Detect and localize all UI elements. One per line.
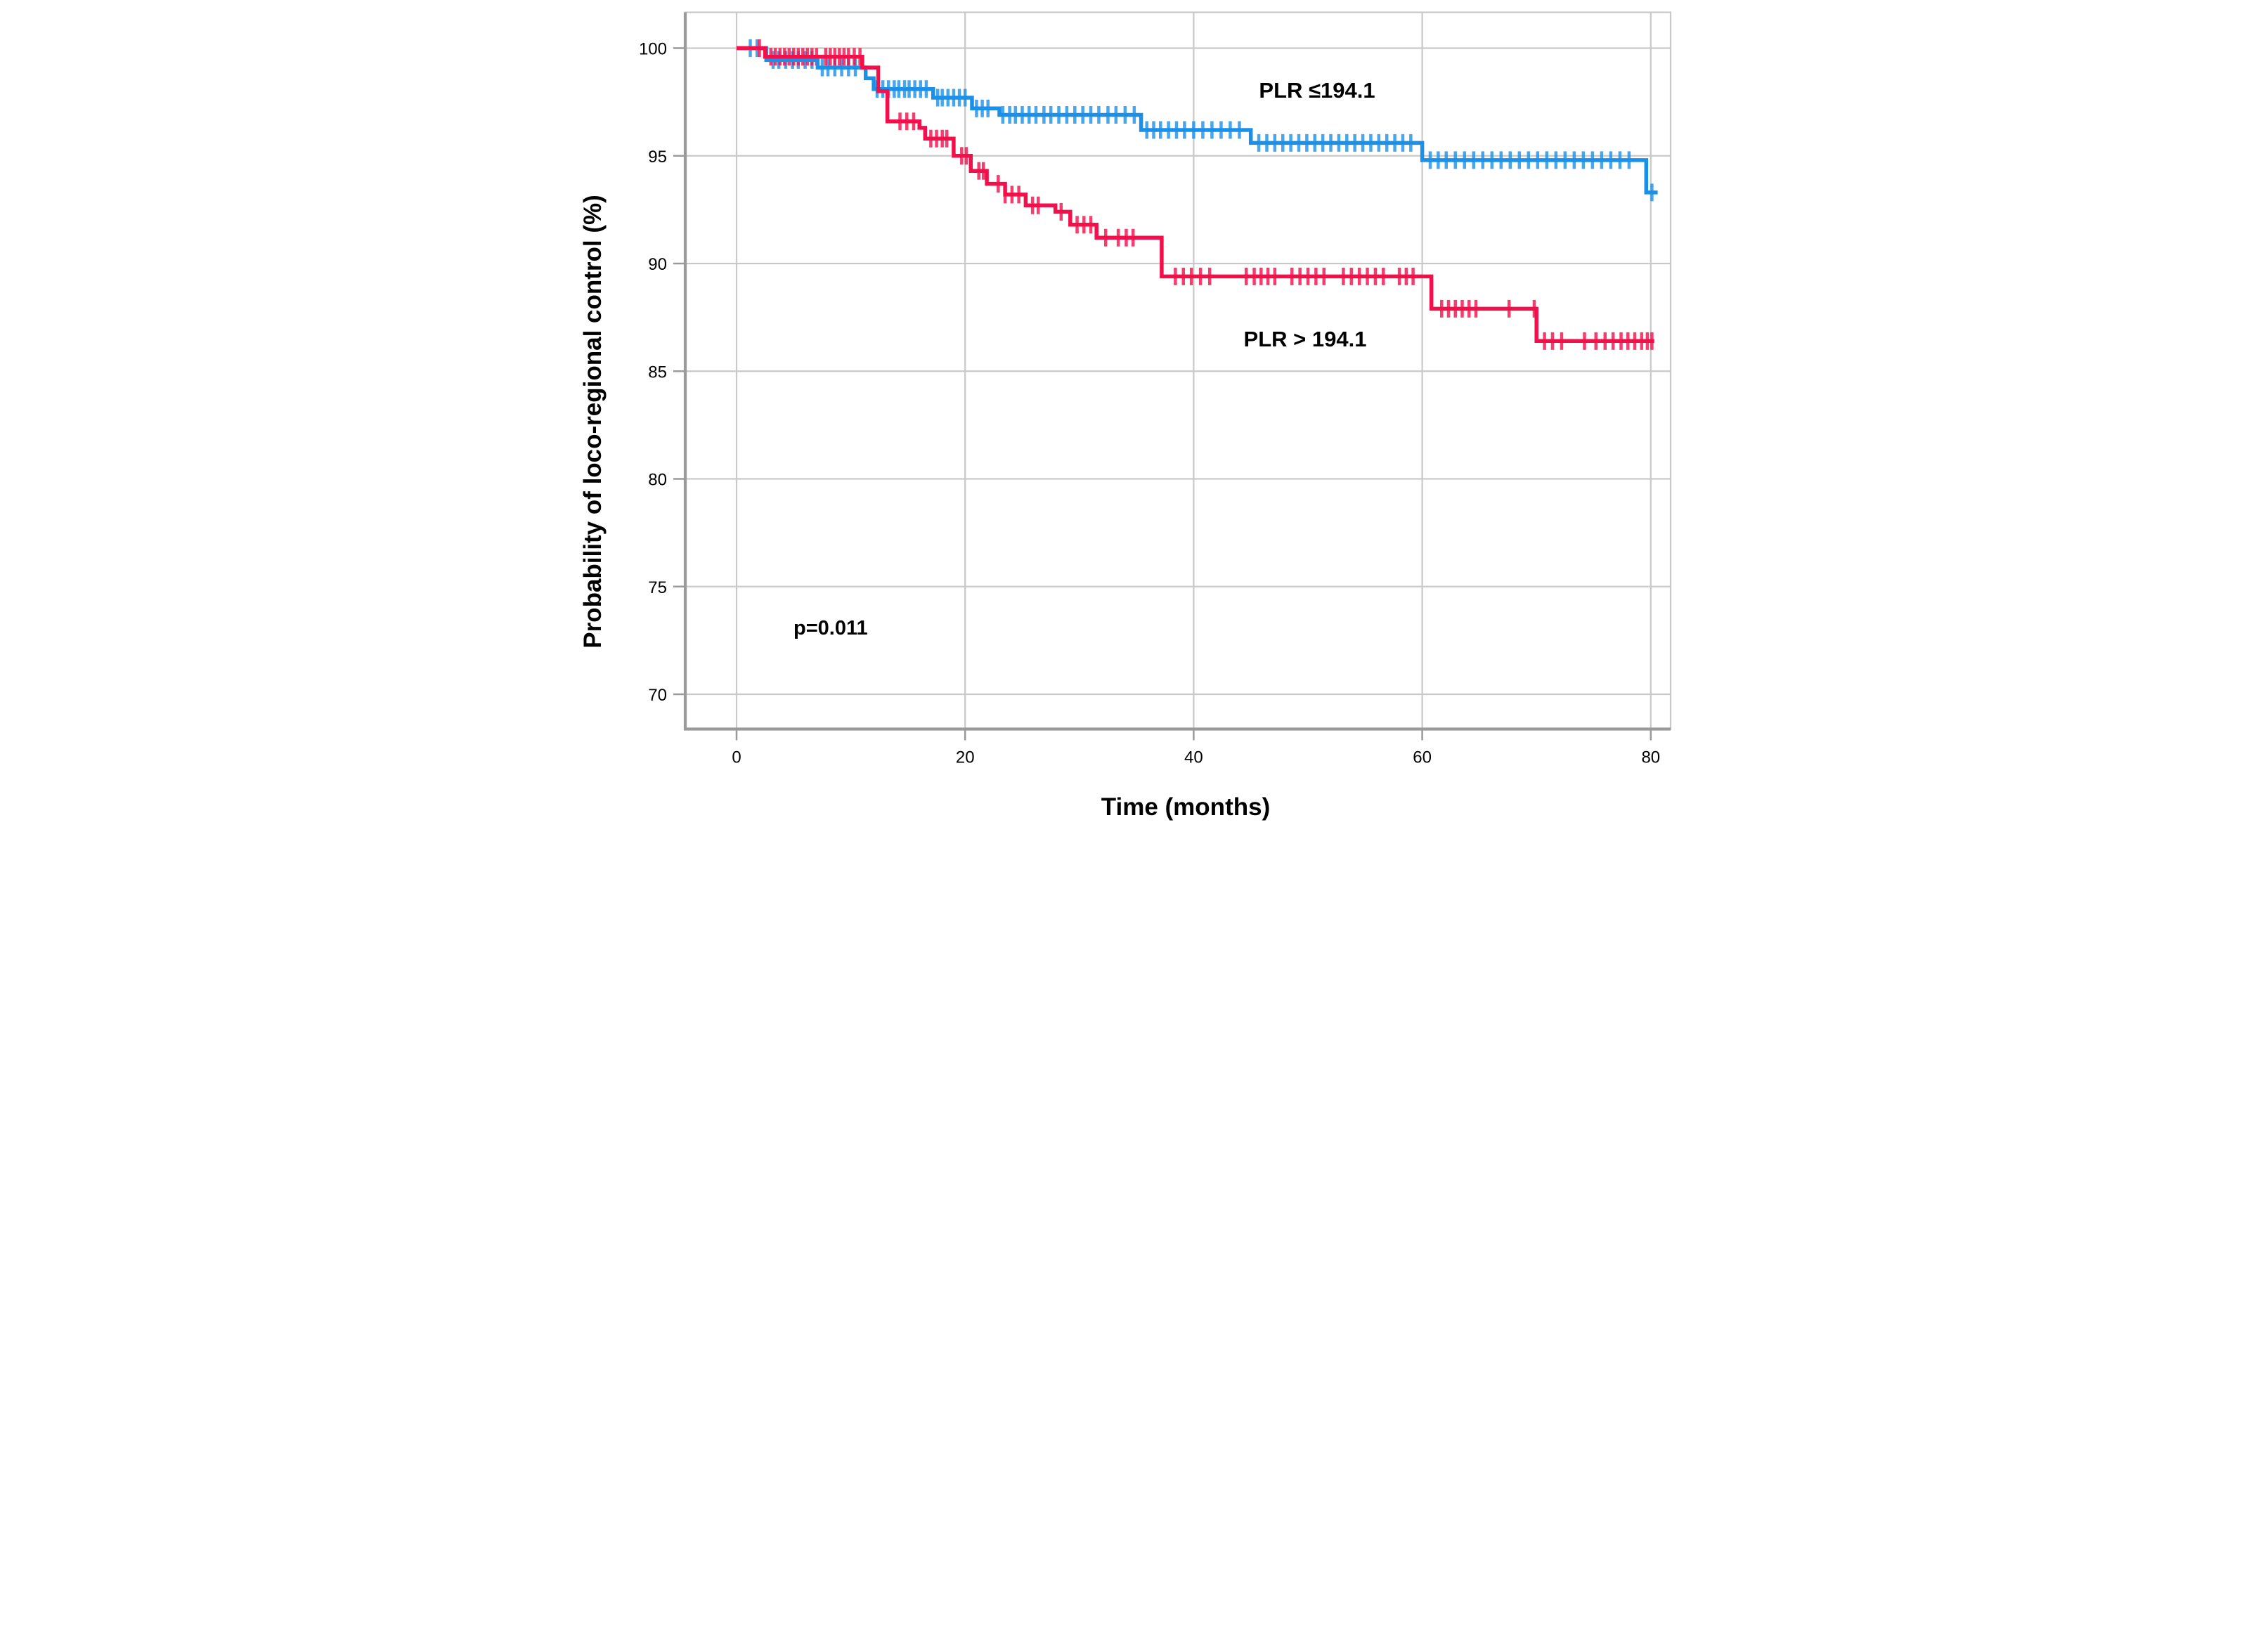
x-tick-label: 60: [1413, 748, 1432, 767]
y-tick-label: 100: [638, 40, 666, 59]
survival-curves: [736, 46, 1658, 344]
x-tick-label: 40: [1184, 748, 1203, 767]
curve-label-plr-high: PLR > 194.1: [1243, 327, 1366, 351]
censor-marks: [748, 39, 1654, 350]
curve-label-plr-low: PLR ≤194.1: [1259, 78, 1375, 103]
y-tick-label: 90: [648, 255, 667, 274]
y-tick-label: 95: [648, 148, 667, 167]
x-tick-label: 80: [1641, 748, 1660, 767]
km-curve-red: [736, 46, 1654, 344]
tick-labels: 70 75 80 85 90 95 100 0 20 40 60 80: [638, 40, 1659, 767]
axis-ticks: [673, 47, 1652, 741]
y-tick-label: 70: [648, 686, 667, 705]
y-tick-label: 75: [648, 578, 667, 597]
x-tick-label: 0: [732, 748, 741, 767]
km-chart-canvas: 70 75 80 85 90 95 100 0 20 40 60 80 PLR ≤194.1 PLR …: [566, 0, 1702, 823]
p-value-label: p=0.011: [793, 617, 868, 639]
x-tick-label: 20: [955, 748, 974, 767]
y-tick-label: 85: [648, 363, 667, 382]
x-axis-title: Time (months): [1101, 793, 1269, 821]
y-tick-label: 80: [648, 471, 667, 490]
km-figure: 70 75 80 85 90 95 100 0 20 40 60 80 PLR ≤194.1 PLR …: [566, 0, 1702, 823]
km-curve-blue: [736, 46, 1658, 195]
y-axis-title: Probability of loco-regional control (%): [579, 195, 607, 649]
